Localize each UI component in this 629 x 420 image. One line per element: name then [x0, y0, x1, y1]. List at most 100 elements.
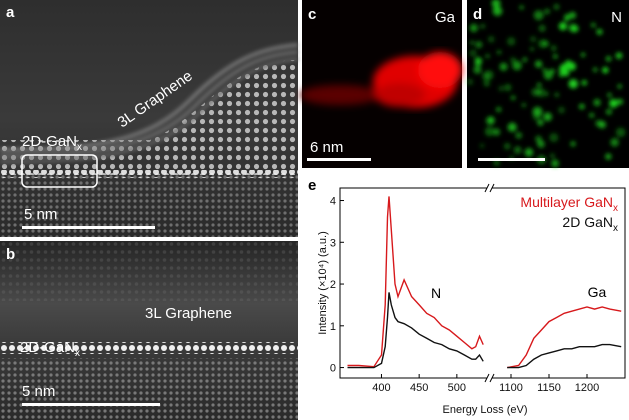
break-mark [489, 373, 495, 383]
speckle [617, 84, 622, 89]
substrate-lattice [0, 358, 298, 420]
element-label: Ga [435, 9, 456, 26]
speckle [564, 16, 569, 22]
speckle [551, 159, 559, 168]
speckle [558, 106, 565, 114]
speckle [605, 153, 612, 160]
gan-layer [0, 342, 298, 354]
speckle [519, 5, 524, 10]
speckle [469, 40, 475, 46]
speckle [605, 56, 612, 62]
y-tick-label: 2 [330, 279, 336, 291]
x-tick-label: 450 [410, 382, 428, 394]
speckle [521, 102, 527, 108]
speckle [570, 141, 576, 147]
layer-label: 2D-GaNx [20, 339, 80, 359]
speckle [565, 60, 572, 66]
speckle [487, 35, 495, 43]
speckle [550, 153, 555, 159]
speckle [590, 22, 596, 28]
annotation: N [431, 285, 441, 301]
layer-text: 2D-GaN [20, 339, 75, 356]
speckle [504, 83, 512, 92]
y-tick-label: 4 [330, 196, 336, 208]
ga-map [300, 52, 462, 108]
speckle [503, 142, 511, 150]
speckle [473, 65, 482, 74]
speckle [559, 72, 564, 77]
speckle [592, 67, 598, 73]
speckle [607, 92, 612, 98]
speckle [512, 60, 522, 71]
speckle [581, 80, 587, 86]
speckle [466, 78, 474, 86]
speckle [510, 95, 516, 101]
lattice [0, 241, 298, 301]
speckle [543, 112, 552, 122]
annotation: Ga [588, 284, 607, 300]
speckle [579, 103, 585, 110]
element-label: N [611, 9, 622, 26]
speckle [589, 112, 595, 118]
speckle [596, 28, 603, 35]
speckle [550, 45, 557, 52]
speckle [469, 49, 477, 58]
speckle [506, 37, 516, 46]
speckle [615, 127, 626, 138]
speckle [537, 119, 544, 126]
speckle [484, 126, 495, 137]
graphene-layers [0, 43, 299, 164]
layer-text: 2D-GaN [22, 133, 77, 150]
speckle [569, 11, 577, 19]
x-tick-label: 500 [448, 382, 466, 394]
panel-b: b 3L Graphene 2D-GaNx 5 nm [0, 241, 298, 420]
axis-break [487, 375, 492, 381]
legend-subscript: x [613, 223, 618, 234]
speckle [496, 50, 502, 55]
y-tick-label: 0 [330, 363, 336, 375]
series-line [347, 292, 622, 369]
speckle [544, 8, 550, 15]
panel-d: d N [466, 0, 629, 168]
speckle [530, 46, 535, 51]
break-mark [484, 373, 490, 383]
speckle [522, 57, 528, 62]
scale-label: 5 nm [24, 206, 57, 223]
graphene-label: 3L Graphene [145, 305, 232, 322]
speckle [479, 143, 485, 148]
scale-bar [478, 158, 545, 161]
layer-subscript: x [75, 348, 80, 359]
speckle [568, 23, 577, 32]
speckle [498, 85, 505, 92]
legend-text: Multilayer GaN [520, 194, 613, 210]
speckle [532, 112, 542, 121]
speckle [562, 69, 570, 77]
speckle [538, 39, 547, 49]
speckle [493, 159, 500, 167]
speckle [580, 52, 586, 57]
speckle [474, 56, 481, 64]
panel-e: e Energy Loss (eV) Intensity (×10⁴) (a.u… [308, 177, 626, 416]
y-tick-label: 1 [330, 321, 336, 333]
speckle [469, 23, 478, 33]
speckle [494, 6, 499, 12]
legend-entry: Multilayer GaNx [520, 194, 618, 214]
panel-label: a [6, 4, 15, 21]
speckle [499, 62, 508, 71]
speckle [475, 41, 483, 49]
speckle [538, 24, 546, 32]
series-line [347, 196, 622, 369]
speckle [610, 138, 619, 147]
scale-label: 5 nm [22, 383, 55, 400]
speckle [553, 3, 560, 10]
speckle [543, 70, 553, 80]
speckle [593, 98, 601, 107]
n-map [466, 0, 626, 168]
speckle [487, 116, 495, 125]
speckle [507, 122, 517, 132]
x-axis-label: Energy Loss (eV) [443, 404, 528, 416]
speckle [568, 79, 578, 89]
speckle [480, 23, 486, 29]
scale-bar [22, 403, 160, 406]
legend-subscript: x [613, 203, 618, 214]
